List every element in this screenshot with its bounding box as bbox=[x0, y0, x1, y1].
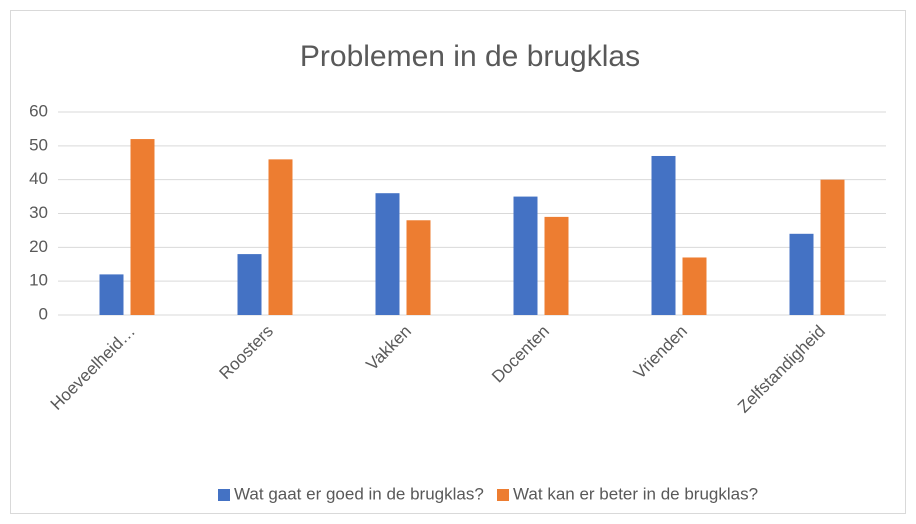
bar bbox=[820, 179, 845, 315]
legend-label: Wat gaat er goed in de brugklas? bbox=[234, 484, 484, 503]
y-tick-label: 10 bbox=[29, 271, 48, 290]
bar bbox=[237, 254, 262, 315]
legend-label: Wat kan er beter in de brugklas? bbox=[513, 484, 758, 503]
bar bbox=[99, 274, 124, 315]
bar bbox=[375, 193, 400, 315]
y-tick-label: 20 bbox=[29, 237, 48, 256]
y-tick-label: 30 bbox=[29, 203, 48, 222]
bar bbox=[651, 155, 676, 315]
y-tick-label: 0 bbox=[39, 304, 48, 323]
bar bbox=[406, 220, 431, 315]
bar bbox=[789, 233, 814, 315]
chart-title: Problemen in de brugklas bbox=[300, 40, 640, 73]
legend-swatch bbox=[497, 489, 509, 501]
bar bbox=[682, 257, 707, 315]
legend-swatch bbox=[218, 489, 230, 501]
chart-border bbox=[10, 10, 906, 514]
bar bbox=[130, 139, 155, 315]
bar bbox=[268, 159, 293, 315]
y-tick-label: 60 bbox=[29, 101, 48, 120]
y-tick-label: 40 bbox=[29, 169, 48, 188]
bar bbox=[513, 196, 538, 315]
y-tick-label: 50 bbox=[29, 135, 48, 154]
bar bbox=[544, 216, 569, 315]
